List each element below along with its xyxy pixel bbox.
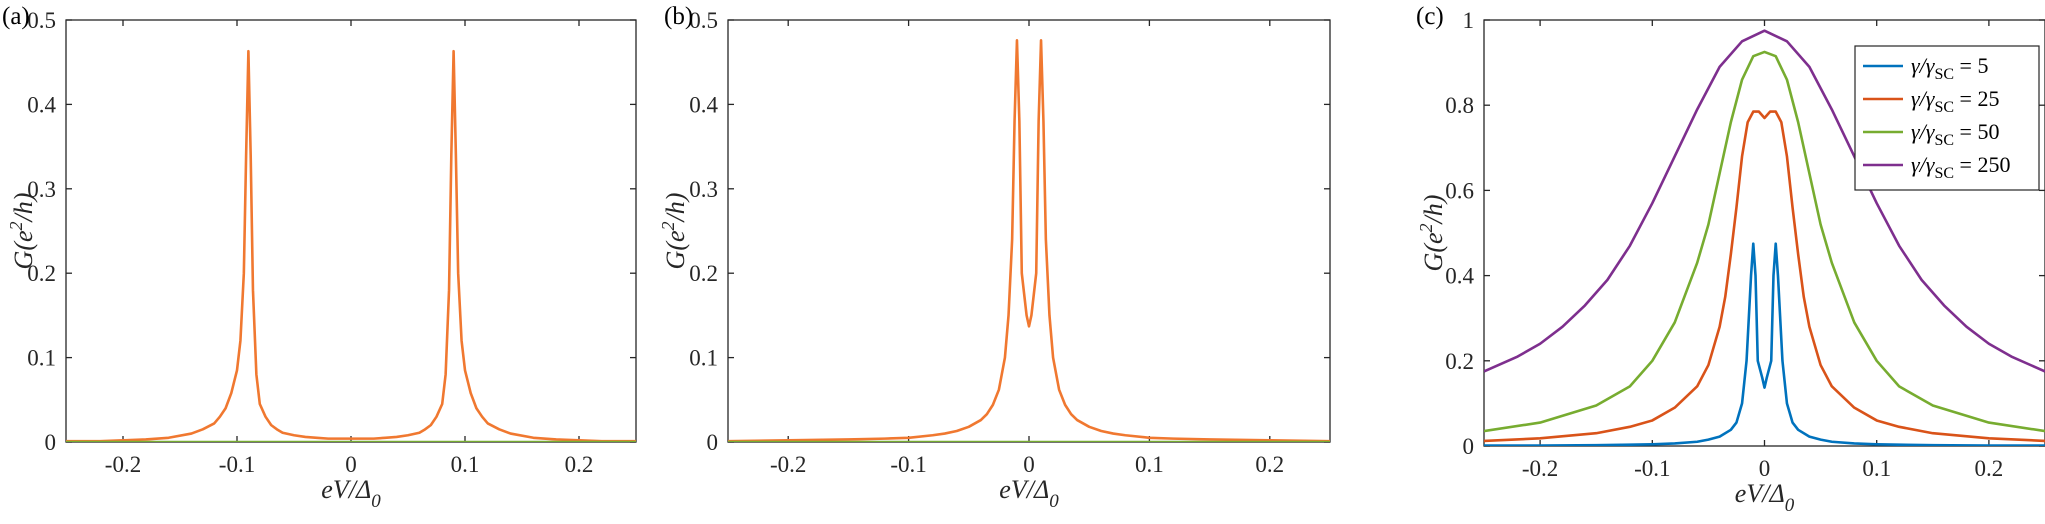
- series-line-3: [1484, 50, 2045, 433]
- x-axis-label: eV/Δ0: [1735, 479, 1795, 516]
- x-tick-label: -0.1: [890, 452, 926, 477]
- series-line-1: [1484, 242, 2045, 446]
- x-tick-label: 0: [345, 452, 357, 477]
- legend-entry-label: γ/γSC = 50: [1911, 119, 1999, 149]
- chart-panel-c: -0.2 -0.1 0 0.1 0.2 0 0.2 0.4 0.6 0.8 1 (c) eV/Δ0 G(e…: [1416, 3, 2045, 516]
- series-line-2: [1484, 110, 2045, 443]
- y-axis-label: G(e2/h): [658, 193, 690, 270]
- x-tick-label: 0.1: [451, 452, 480, 477]
- panel-label: (b): [664, 3, 693, 30]
- panel-label: (a): [2, 3, 30, 30]
- y-tick-label: 0.2: [27, 261, 56, 286]
- y-tick-label: 0.4: [689, 92, 718, 117]
- y-tick-label: 0.2: [689, 261, 718, 286]
- y-axis-label: G(e2/h): [1416, 195, 1448, 272]
- x-axis-label: eV/Δ0: [999, 475, 1059, 512]
- legend: γ/γSC = 5γ/γSC = 25γ/γSC = 50γ/γSC = 250: [1854, 45, 2040, 191]
- y-tick-label: 0.1: [689, 346, 718, 371]
- x-tick-label: -0.2: [770, 452, 806, 477]
- y-tick-label: 0.8: [1445, 93, 1474, 118]
- series-line-1: [728, 38, 1330, 442]
- chart-panel-b: -0.2 -0.1 0 0.1 0.2 0 0.1 0.2 0.3 0.4 0.5(b) eV/Δ0 G…: [658, 3, 1331, 512]
- x-tick-label: -0.1: [1634, 456, 1670, 481]
- y-tick-label: 0: [1463, 434, 1475, 459]
- legend-entry-label: γ/γSC = 250: [1911, 152, 2010, 182]
- x-tick-label: 0.2: [565, 452, 594, 477]
- y-tick-label: 0.5: [689, 8, 718, 33]
- x-tick-label: -0.1: [219, 452, 255, 477]
- x-tick-label: 0.1: [1135, 452, 1164, 477]
- panel-label: (c): [1416, 3, 1444, 30]
- y-tick-label: 0: [707, 430, 719, 455]
- x-tick-label: 0.1: [1862, 456, 1891, 481]
- y-tick-label: 0.4: [1445, 264, 1474, 289]
- x-tick-label: 0: [1759, 456, 1771, 481]
- y-tick-label: 0.6: [1445, 178, 1474, 203]
- y-tick-label: 0.3: [27, 177, 56, 202]
- y-tick-label: 0: [45, 430, 57, 455]
- y-tick-label: 0.4: [27, 92, 56, 117]
- chart-panel-a: -0.2 -0.1 0 0.1 0.2 0 0.1 0.2 0.3 0.4 0.5(a) eV/Δ0 G…: [2, 3, 637, 512]
- y-axis-label: G(e2/h): [6, 193, 38, 270]
- x-tick-label: -0.2: [1522, 456, 1558, 481]
- series-line-4: [1484, 29, 2045, 373]
- plot-frame: [65, 19, 637, 443]
- y-tick-label: 0.3: [689, 177, 718, 202]
- y-tick-label: 1: [1463, 8, 1475, 33]
- legend-entry-label: γ/γSC = 25: [1911, 86, 1999, 116]
- plot-frame: [727, 19, 1331, 443]
- x-tick-label: 0.2: [1975, 456, 2004, 481]
- y-tick-label: 0.2: [1445, 349, 1474, 374]
- x-axis-label: eV/Δ0: [321, 475, 381, 512]
- series-line-1: [66, 49, 636, 442]
- legend-entry-label: γ/γSC = 5: [1911, 53, 1988, 83]
- y-tick-label: 0.5: [27, 8, 56, 33]
- x-tick-label: 0: [1023, 452, 1035, 477]
- y-tick-label: 0.1: [27, 346, 56, 371]
- x-tick-label: 0.2: [1255, 452, 1284, 477]
- x-tick-label: -0.2: [105, 452, 141, 477]
